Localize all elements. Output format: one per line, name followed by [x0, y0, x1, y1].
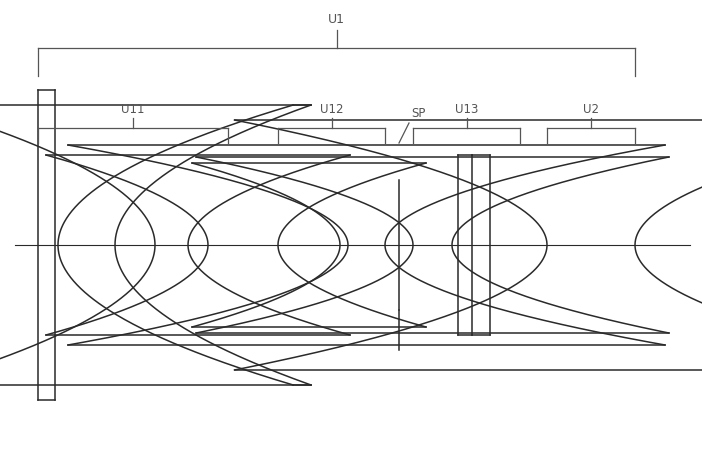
Text: U11: U11 [121, 103, 145, 116]
Text: U12: U12 [319, 103, 343, 116]
Text: U1: U1 [328, 13, 345, 26]
Text: SP: SP [411, 107, 425, 120]
Text: U2: U2 [583, 103, 599, 116]
Text: U13: U13 [455, 103, 478, 116]
